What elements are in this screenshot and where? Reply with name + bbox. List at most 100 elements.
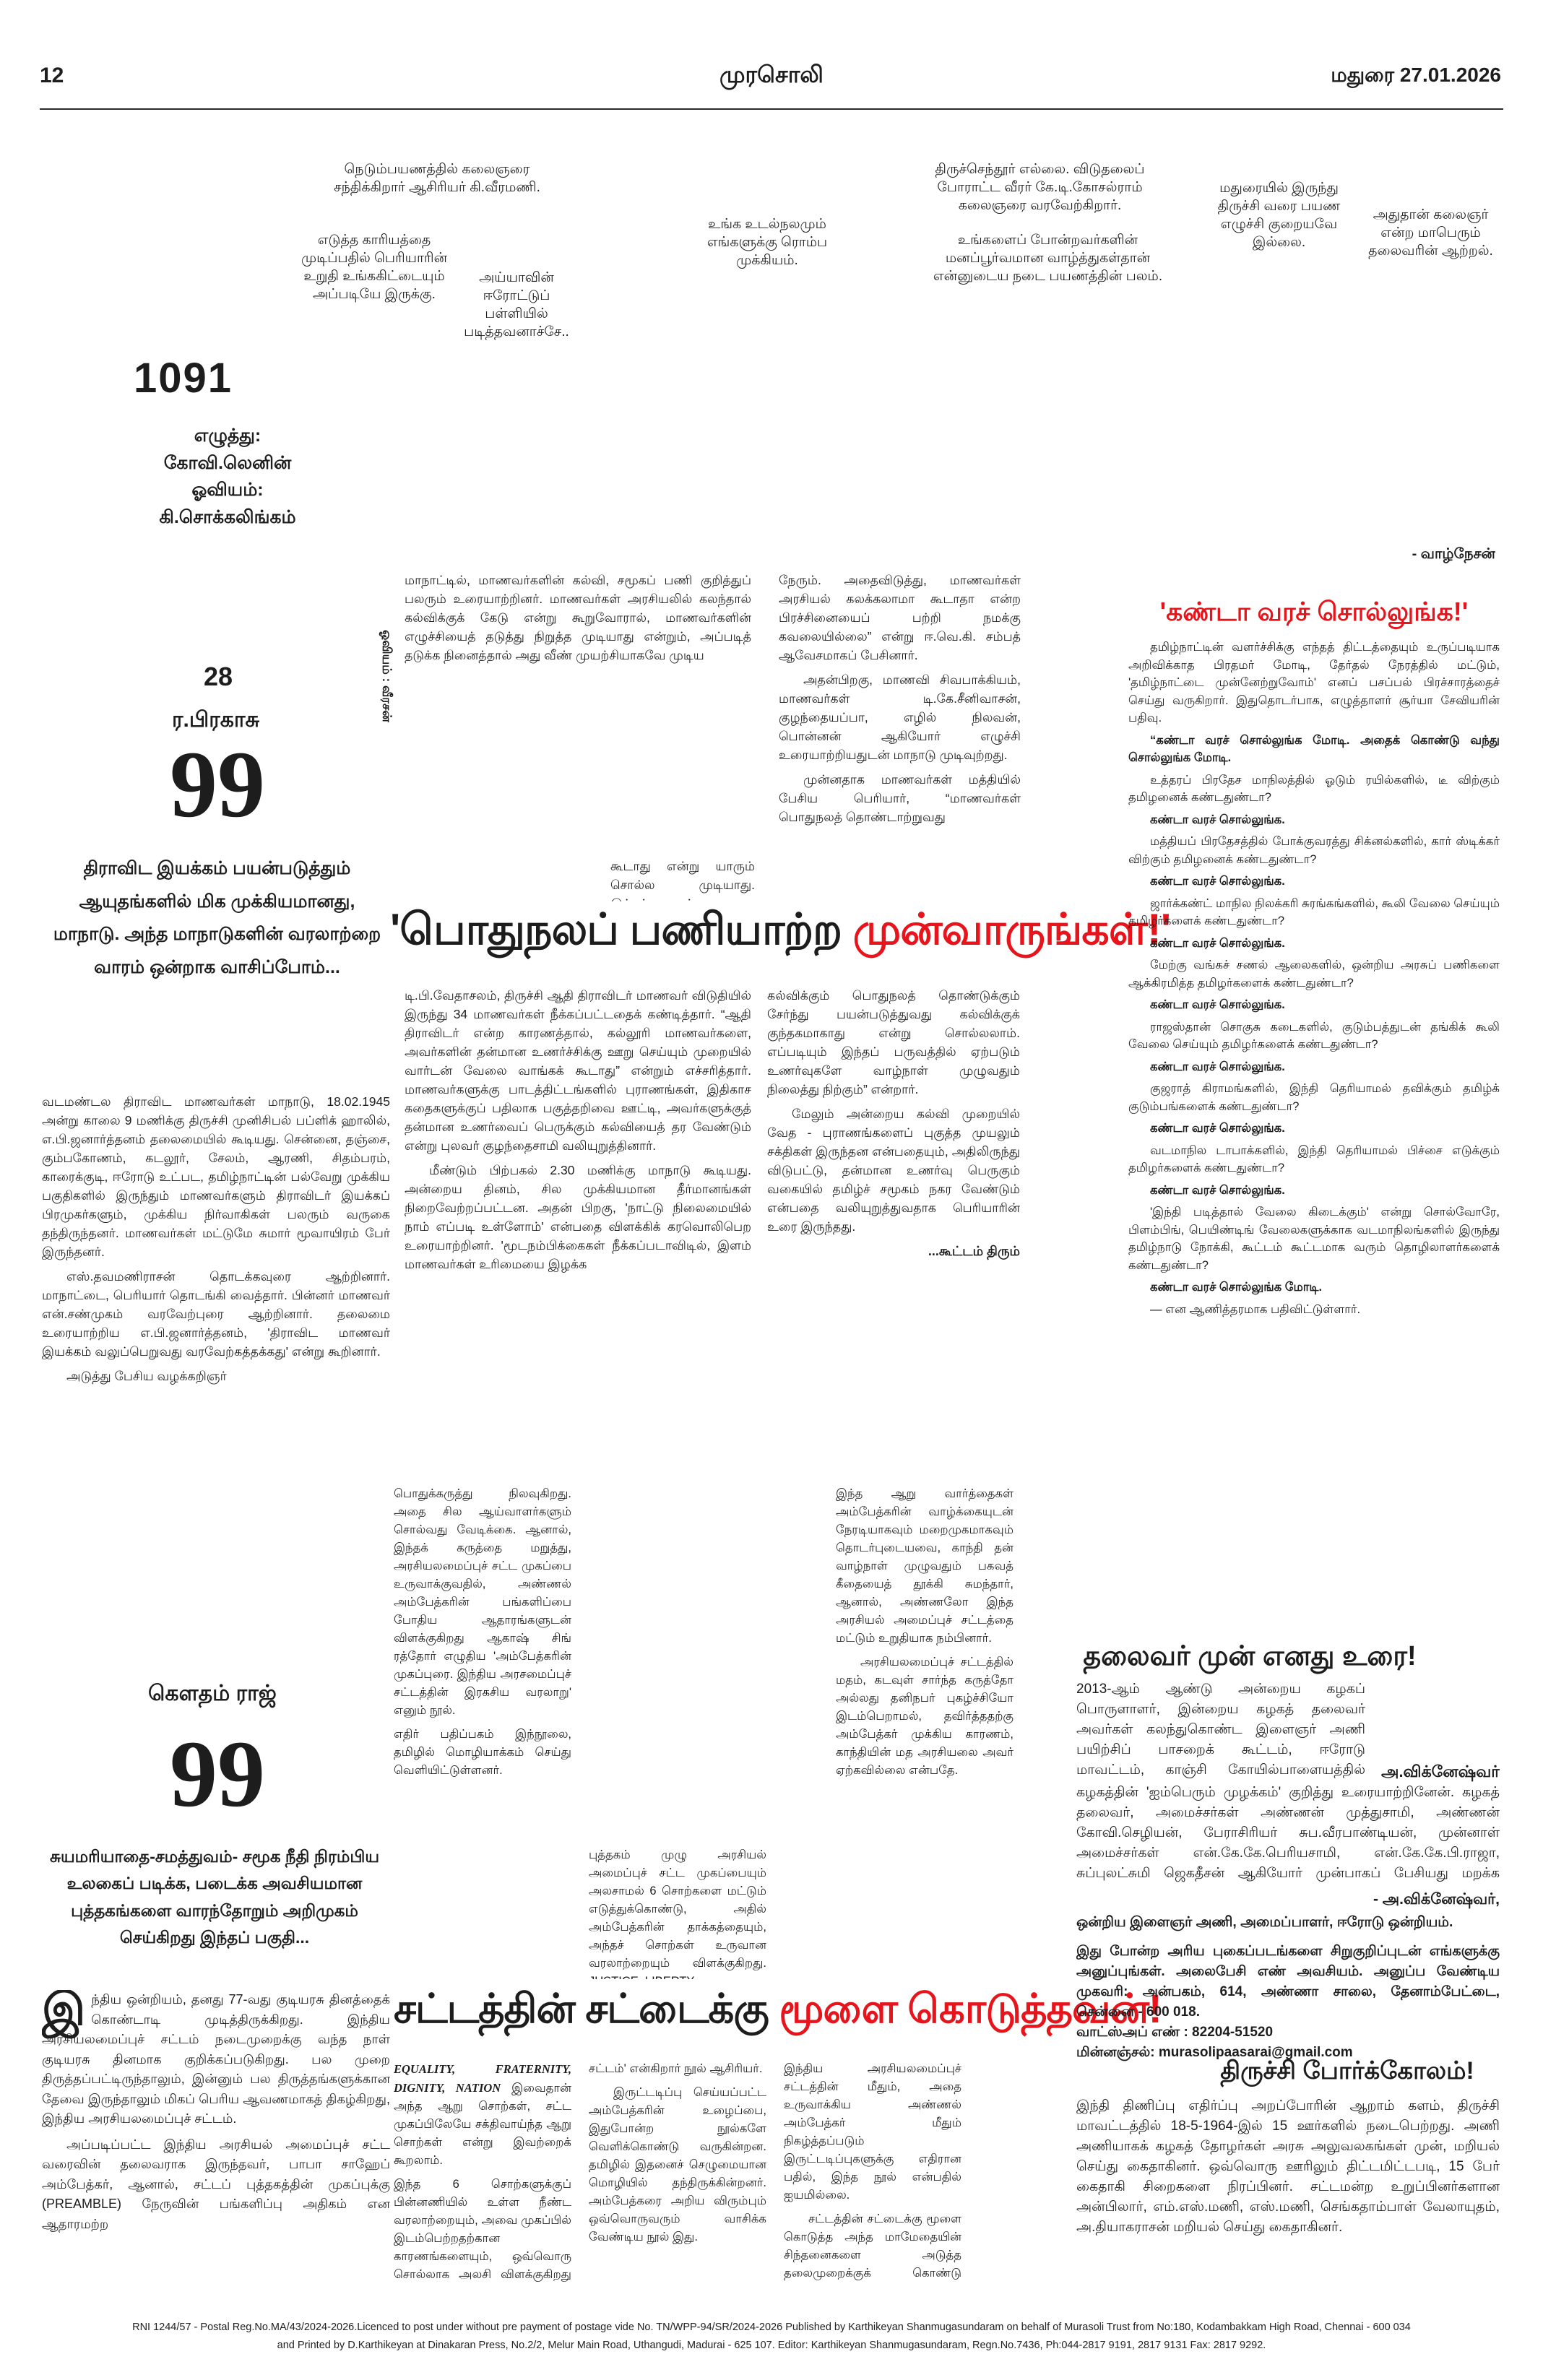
review-column-sattam: சட்டம்' என்கிறார் நூல் ஆசிரியர். இருட்டட… [589, 2060, 766, 2285]
comic-credit-art-label: ஓவியம்: [191, 480, 264, 500]
qa-line: கண்டா வரச் சொல்லுங்க மோடி. [1150, 1281, 1323, 1294]
contributor-signature: - அ.விக்னேஷ்வர், [1373, 1891, 1500, 1908]
headline-kicker: கூடாது என்று யாரும் சொல்ல முடியாது. இந்த… [610, 859, 755, 901]
imprint-footer: RNI 1244/57 - Postal Reg.No.MA/43/2024-2… [29, 2319, 1514, 2354]
paragraph: தமிழ்நாட்டின் வளர்ச்சிக்கு எந்தத் திட்டத… [1128, 641, 1500, 724]
paragraph: வடமண்டல திராவிட மாணவர்கள் மாநாடு, 18.02.… [42, 1094, 390, 1259]
photo-caption: அ.விக்னேஷ்வர் [1381, 1762, 1500, 1780]
paragraph: இந்தி திணிப்பு எதிர்ப்பு அறப்போரின் ஆறாம… [1076, 2098, 1500, 2235]
headline-black: 'பொதுநலப் பணியாற்ற [390, 905, 853, 953]
paragraph: இருட்டடிப்பு செய்யப்பட்ட அம்பேத்கரின் உழ… [589, 2086, 766, 2243]
comic-serial-number: 1091 [134, 355, 233, 402]
article-intro: திராவிட இயக்கம் பயன்படுத்தும் ஆயுதங்களில… [53, 858, 381, 977]
paragraph: எஸ்.தவமணிராசன் தொடக்கவுரை ஆற்றினார். மாந… [42, 1269, 390, 1359]
review-column-equality: EQUALITY, FRATERNITY, DIGNITY, NATION இவ… [394, 2060, 571, 2285]
paragraph: 2013-ஆம் ஆண்டு அன்றைய கழகப் பொருளாளர், இ… [1076, 1682, 1365, 1778]
whatsapp-number: வாட்ஸ்அப் எண் : 82204-51520 [1076, 2025, 1274, 2040]
article-headline: 'பொதுநலப் பணியாற்ற முன்வாருங்கள்!' [390, 904, 1177, 973]
kanda-headline: 'கண்டா வரச் சொல்லுங்க!' [1159, 597, 1469, 626]
qa-line: ராஜஸ்தான் சொகுசு கடைகளில், குடும்பத்துடன… [1128, 1020, 1500, 1052]
qa-line: கண்டா வரச் சொல்லுங்க. [1150, 813, 1285, 826]
speech-bubble: மதுரையில் இருந்து திருச்சி வரை பயண எழுச்… [1217, 181, 1341, 251]
contributor-role: ஒன்றிய இளைஞர் அணி, அமைப்பாளர், ஈரோடு ஒன்… [1076, 1914, 1453, 1930]
paragraph: டி.பி.வேதாசலம், திருச்சி ஆதி திராவிடர் ம… [405, 988, 751, 1153]
paragraph: கழகத்தின் 'ஐம்பெரும் முழக்கம்' குறித்து … [1076, 1785, 1500, 1891]
review-column-aaru: இந்த ஆறு வார்த்தைகள் அம்பேத்கரின் வாழ்க்… [836, 1485, 1013, 1979]
paragraph: புத்தகம் முழு அரசியல் அமைப்புச் சட்ட முக… [589, 1848, 766, 1979]
qa-line: ஜார்க்கண்ட் மாநில நிலக்கரி சுரங்கங்களில்… [1128, 896, 1500, 928]
paragraph: பொதுக்கருத்து நிலவுகிறது. அதை சில ஆய்வாள… [394, 1487, 571, 1717]
illustration-credit: ஓவியம் : வீரசன் [380, 630, 394, 722]
paragraph: மாநாட்டில், மாணவர்களின் கல்வி, சமூகப் பண… [405, 573, 751, 662]
speech-bubble: நெடும்பயணத்தில் கலைஞரை சந்திக்கிறார் ஆசி… [334, 162, 540, 196]
quote-ornament: 99 [170, 744, 265, 826]
review-headline: சட்டத்தின் சட்டைக்கு மூளை கொடுத்தவன்! [394, 1985, 1162, 2048]
paragraph: மேலும் அன்றைய கல்வி முறையில் வேத - புராண… [767, 1107, 1020, 1234]
qa-line: கண்டா வரச் சொல்லுங்க. [1150, 1183, 1285, 1197]
latin-phrase: EQUALITY, FRATERNITY, DIGNITY, NATION [394, 2062, 571, 2095]
qa-line: கண்டா வரச் சொல்லுங்க. [1150, 936, 1285, 950]
paragraph-text: இவைதான் அந்த ஆறு சொற்கள், சட்ட முகப்பிலே… [394, 2082, 571, 2167]
comic-credit-writer: கோவி.லெனின் [163, 452, 292, 473]
memory-paragraph-narrow: 2013-ஆம் ஆண்டு அன்றைய கழகப் பொருளாளர், இ… [1076, 1679, 1365, 1779]
imprint-line-2: and Printed by D.Karthikeyan at Dinakara… [277, 2339, 1266, 2351]
quote-ornament: 99 [170, 1734, 265, 1815]
qa-line: — என ஆணித்தரமாக பதிவிட்டுள்ளார். [1150, 1302, 1361, 1316]
article-column-3-top: நேரும். அதைவிடுத்து, மாணவர்கள் அரசியல் க… [779, 571, 1021, 874]
qa-line: 'இந்தி படித்தால் வேலை கிடைக்கும்' என்று … [1128, 1206, 1500, 1272]
history-body: இந்தி திணிப்பு எதிர்ப்பு அறப்போரின் ஆறாம… [1076, 2096, 1500, 2281]
paragraph: சட்டம்' என்கிறார் நூல் ஆசிரியர். [589, 2062, 763, 2075]
speech-bubble: திருச்செந்தூர் எல்லை. விடுதலைப் போராட்ட … [935, 162, 1145, 214]
email-address: மின்னஞ்சல்: murasolipaasarai@gmail.com [1076, 2045, 1353, 2060]
paragraph: அப்படிப்பட்ட இந்திய அரசியல் அமைப்புச் சட… [42, 2137, 390, 2231]
article-column-3-bottom: கல்விக்கும் பொதுநலத் தொண்டுக்கும் சேர்ந்… [767, 986, 1020, 1441]
review-column-continuation: பொதுக்கருத்து நிலவுகிறது. அதை சில ஆய்வாள… [394, 1485, 571, 1979]
paragraph: எதிர் பதிப்பகம் இந்நூலை, தமிழில் மொழியாக… [394, 1728, 571, 1777]
paragraph: அதன்பிறகு, மாணவி சிவபாக்கியம், மாணவர்கள்… [779, 672, 1021, 762]
article-column-1: வடமண்டல திராவிட மாணவர்கள் மாநாடு, 18.02.… [42, 1092, 390, 1464]
article-column-2-top: மாநாட்டில், மாணவர்களின் கல்வி, சமூகப் பண… [405, 571, 751, 854]
comic-credit-writing-label: எழுத்து: [194, 425, 262, 446]
edition-date: மதுரை 27.01.2026 [1331, 64, 1501, 86]
note-text: இது போன்ற அரிய புகைப்படங்களை சிறுகுறிப்ப… [1076, 1944, 1500, 2020]
qa-line: வடமாநில டாபாக்களில், இந்தி தெரியாமல் பிச… [1128, 1143, 1500, 1175]
paragraph: முன்னதாக மாணவர்கள் மத்தியில் பேசிய பெரிய… [779, 772, 1021, 824]
paragraph: EQUALITY, FRATERNITY, DIGNITY, NATION இவ… [394, 2060, 571, 2170]
qa-line: “கண்டா வரச் சொல்லுங்க மோடி. அதைக் கொண்டு… [1128, 733, 1500, 765]
book-cover-photo [589, 1485, 766, 1839]
paragraph: அரசியலமைப்புச் சட்டத்தில் மதம், கடவுள் ச… [836, 1656, 1013, 1777]
headline-red: மூளை கொடுத்தவன்! [779, 1986, 1162, 2031]
paragraph: சட்டத்தின் சட்டைக்கு மூளை கொடுத்த அந்த ம… [784, 2212, 961, 2285]
qa-line: கண்டா வரச் சொல்லுங்க. [1150, 1122, 1285, 1135]
page-number: 12 [40, 64, 64, 87]
paragraph: அடுத்து பேசிய வழக்கறிஞர் [66, 1369, 227, 1383]
qa-line: கண்டா வரச் சொல்லுங்க. [1150, 875, 1285, 888]
submission-note: இது போன்ற அரிய புகைப்படங்களை சிறுகுறிப்ப… [1076, 1942, 1500, 2063]
review-column-irutta: இந்திய அரசியலமைப்புச் சட்டத்தின் மீதும்,… [784, 2060, 961, 2285]
article-column-2-bottom: டி.பி.வேதாசலம், திருச்சி ஆதி திராவிடர் ம… [405, 986, 751, 1464]
review-author: கௌதம் ராஜ் [148, 1682, 277, 1705]
continuation-marker: ...கூட்டம் திரும் [928, 1244, 1020, 1258]
headline-black: சட்டத்தின் சட்டைக்கு [394, 1986, 779, 2031]
drop-cap: இ [42, 1990, 86, 2035]
qa-line: கண்டா வரச் சொல்லுங்க. [1150, 1060, 1285, 1073]
speech-bubble: உங்களைப் போன்றவர்களின் மனப்பூர்வமான வாழ்… [933, 233, 1163, 285]
article-author: ர.பிரகாசு [172, 708, 260, 732]
memory-paragraph-wide: கழகத்தின் 'ஐம்பெரும் முழக்கம்' குறித்து … [1076, 1783, 1500, 1891]
kanda-body: தமிழ்நாட்டின் வளர்ச்சிக்கு எந்தத் திட்டத… [1128, 639, 1500, 1468]
history-heading: திருச்சி போர்க்கோலம்! [1220, 2057, 1474, 2085]
paragraph: நேரும். அதைவிடுத்து, மாணவர்கள் அரசியல் க… [779, 573, 1021, 662]
paragraph: இந்திய அரசியலமைப்புச் சட்டத்தின் மீதும்,… [784, 2062, 961, 2202]
qa-line: மத்தியப் பிரதேசத்தில் போக்குவரத்து சிக்ன… [1128, 835, 1500, 866]
qa-line: கண்டா வரச் சொல்லுங்க. [1150, 998, 1285, 1011]
paragraph-text: ந்திய ஒன்றியம், தனது 77-வது குடியரசு தின… [42, 1992, 390, 2126]
review-column-puthagam: புத்தகம் முழு அரசியல் அமைப்புச் சட்ட முக… [589, 1846, 766, 1979]
memory-heading: தலைவர் முன் எனது உரை! [1083, 1641, 1417, 1671]
masthead: முரசொலி [719, 61, 824, 87]
review-column-india: இ ந்திய ஒன்றியம், தனது 77-வது குடியரசு தி… [42, 1990, 390, 2285]
speech-bubble: உங்க உடல்நலமும் எங்களுக்கு ரொம்ப முக்கிய… [706, 217, 828, 269]
speech-bubble: எடுத்த காரியத்தை முடிப்பதில் பெரியாரின் … [301, 233, 448, 303]
paragraph: இந்த 6 சொற்களுக்குப் பின்னணியில் உள்ள நீ… [394, 2178, 571, 2281]
paragraph: கல்விக்கும் பொதுநலத் தொண்டுக்கும் சேர்ந்… [767, 988, 1020, 1096]
